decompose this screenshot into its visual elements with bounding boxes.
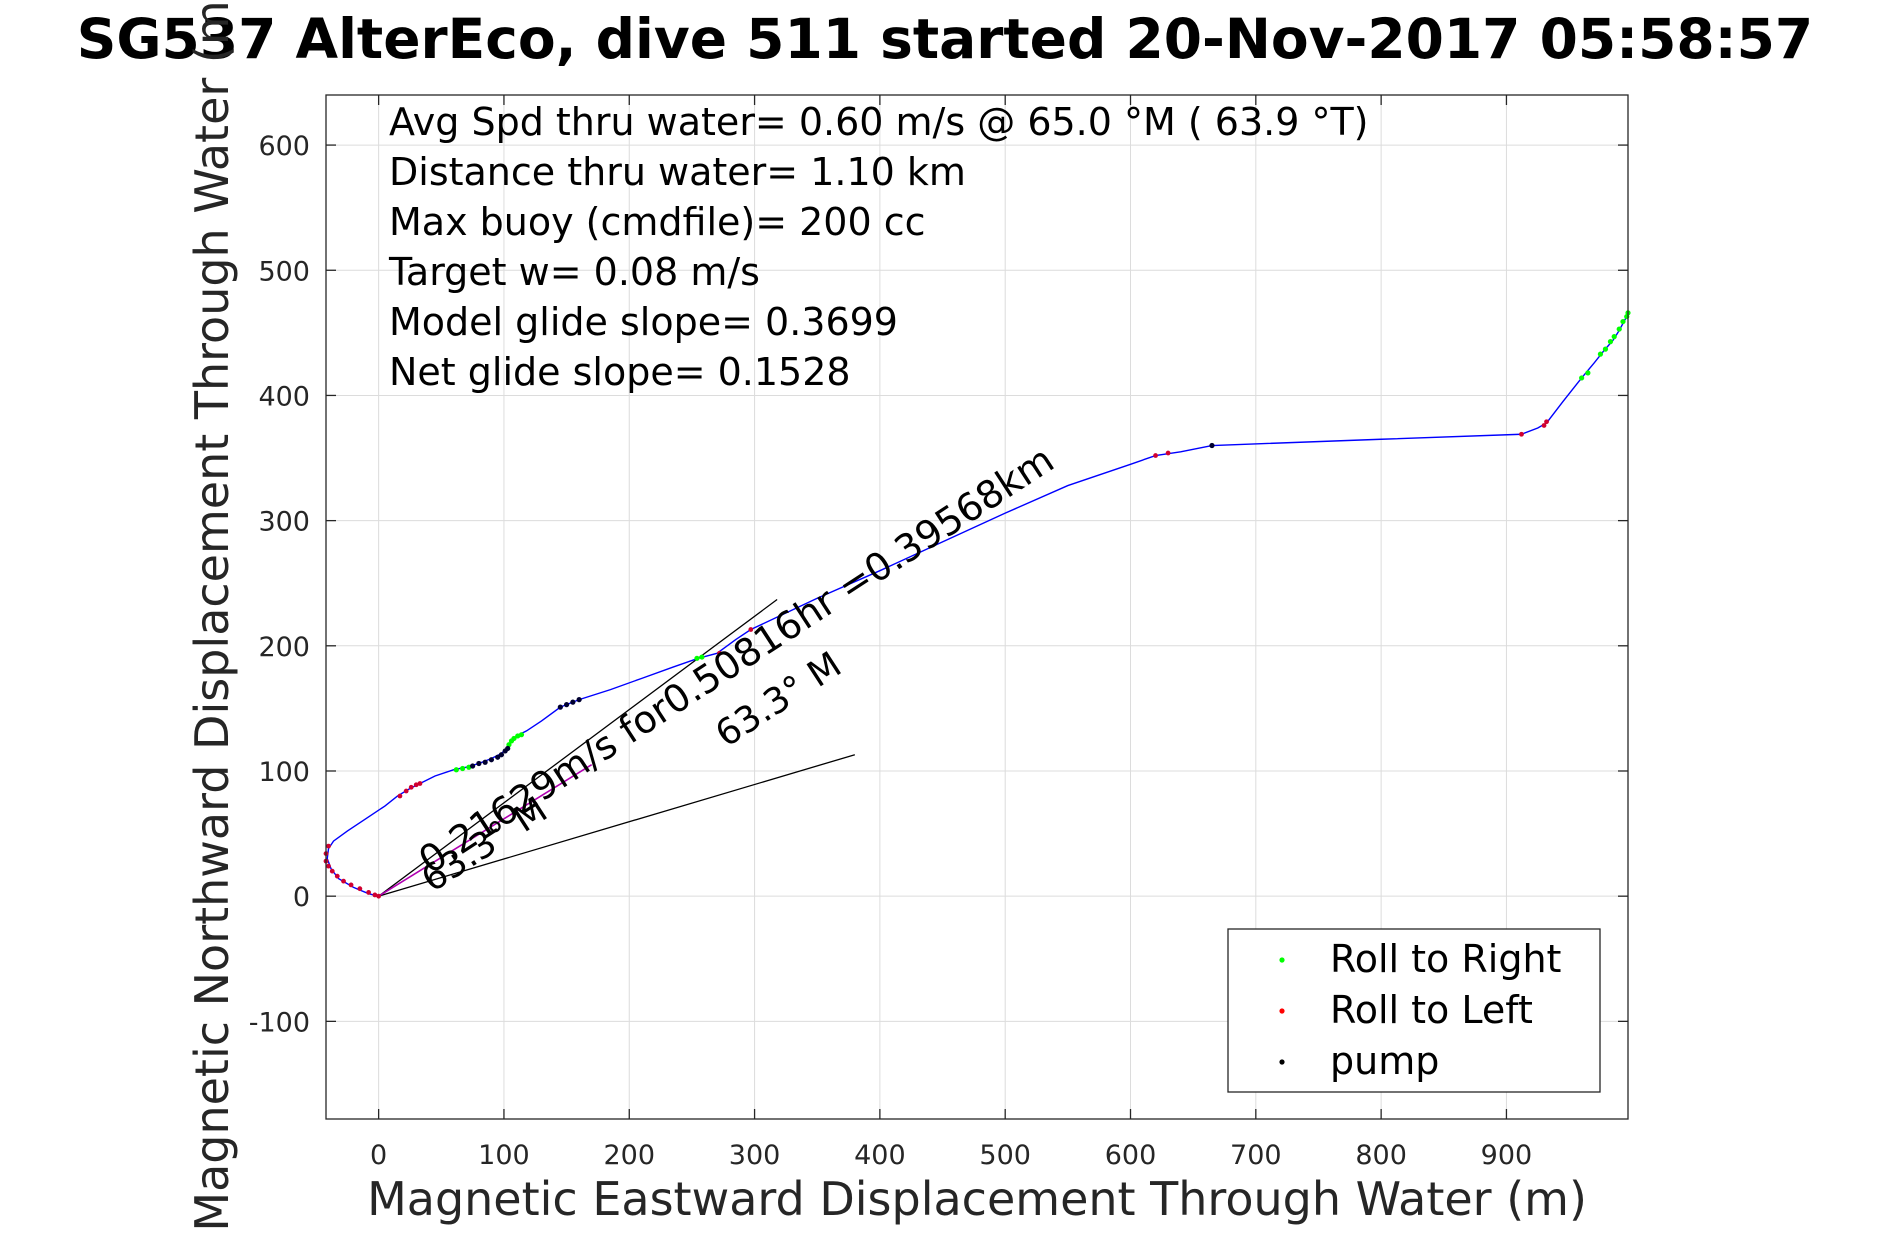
y-axis-ticks: -100 0 100 200 300 400 500 600 bbox=[249, 131, 1628, 1038]
reference-lines bbox=[378, 598, 856, 897]
roll-right-point bbox=[694, 655, 700, 661]
roll-right-point bbox=[1611, 334, 1617, 340]
roll-left-point bbox=[366, 890, 372, 895]
y-tick-label: 300 bbox=[258, 507, 310, 538]
roll-right-point bbox=[1616, 326, 1622, 332]
roll-left-point bbox=[348, 882, 354, 888]
roll-left-point bbox=[748, 627, 754, 632]
roll-right-point bbox=[1602, 346, 1609, 352]
x-tick-label: 100 bbox=[478, 1140, 530, 1171]
legend-marker-roll-right bbox=[1279, 957, 1285, 963]
roll-right-point bbox=[1585, 370, 1591, 376]
roll-left-point bbox=[334, 873, 340, 879]
roll-right-point bbox=[1579, 375, 1585, 381]
x-tick-label: 700 bbox=[1230, 1140, 1282, 1171]
legend-label-roll-right: Roll to Right bbox=[1330, 937, 1561, 981]
roll-left-point bbox=[1153, 453, 1158, 458]
x-tick-label: 400 bbox=[854, 1140, 906, 1171]
roll-left-point bbox=[1541, 423, 1547, 428]
y-tick-label: 0 bbox=[293, 882, 310, 913]
legend-marker-roll-left bbox=[1279, 1008, 1285, 1014]
roll-left-point bbox=[413, 782, 419, 788]
roll-left-point bbox=[326, 863, 331, 869]
chart-title: SG537 AlterEco, dive 511 started 20-Nov-… bbox=[77, 7, 1813, 71]
roll-right-point bbox=[1607, 339, 1614, 345]
info-line: Target w= 0.08 m/s bbox=[388, 250, 760, 294]
roll-right-point bbox=[1597, 351, 1604, 357]
legend-label-pump: pump bbox=[1330, 1039, 1439, 1083]
info-text-block: Avg Spd thru water= 0.60 m/s @ 65.0 °M (… bbox=[388, 100, 1369, 394]
legend-marker-pump bbox=[1279, 1059, 1285, 1065]
legend: Roll to Right Roll to Left pump bbox=[1227, 928, 1601, 1093]
roll-left-point bbox=[717, 650, 722, 656]
plot-frame bbox=[325, 94, 1629, 1120]
y-tick-label: 200 bbox=[258, 632, 310, 663]
roll-right-point bbox=[699, 654, 705, 660]
pump-point bbox=[495, 754, 501, 760]
roll-left-point bbox=[341, 878, 346, 884]
roll-left-point bbox=[326, 843, 331, 849]
current-vector-line bbox=[378, 764, 593, 897]
x-tick-label: 600 bbox=[1105, 1140, 1157, 1171]
pump-point bbox=[488, 757, 495, 763]
roll-right-point bbox=[453, 767, 459, 773]
y-axis-label: Magnetic Northward Displacement Through … bbox=[185, 0, 239, 1232]
pump-point bbox=[505, 745, 511, 752]
roll-right-point bbox=[518, 732, 525, 738]
info-line: Avg Spd thru water= 0.60 m/s @ 65.0 °M (… bbox=[389, 100, 1369, 144]
legend-box bbox=[1227, 928, 1601, 1093]
x-tick-label: 300 bbox=[729, 1140, 781, 1171]
x-axis-ticks: 0 100 200 300 400 500 600 700 800 900 bbox=[370, 95, 1532, 1171]
pump-point bbox=[564, 702, 570, 708]
pump-point bbox=[576, 697, 582, 703]
roll-left-point bbox=[357, 886, 363, 892]
roll-left-point bbox=[1519, 431, 1524, 437]
x-axis-label: Magnetic Eastward Displacement Through W… bbox=[367, 1172, 1587, 1226]
y-tick-label: -100 bbox=[249, 1007, 310, 1038]
pump-point bbox=[482, 759, 488, 765]
x-tick-label: 500 bbox=[979, 1140, 1031, 1171]
info-line: Distance thru water= 1.10 km bbox=[389, 150, 966, 194]
heading-reference-line bbox=[378, 754, 856, 897]
track bbox=[326, 313, 1629, 897]
roll-left-point bbox=[376, 893, 382, 899]
displacement-track-line bbox=[326, 313, 1629, 897]
info-line: Max buoy (cmdfile)= 200 cc bbox=[389, 200, 926, 244]
y-tick-label: 400 bbox=[258, 381, 310, 412]
y-tick-label: 100 bbox=[258, 757, 310, 788]
x-tick-label: 800 bbox=[1355, 1140, 1407, 1171]
pump-point bbox=[470, 763, 476, 769]
pump-point bbox=[570, 699, 576, 705]
y-tick-label: 500 bbox=[258, 256, 310, 287]
roll-left-point bbox=[397, 793, 403, 799]
info-line: Net glide slope= 0.1528 bbox=[389, 350, 851, 394]
x-tick-label: 900 bbox=[1481, 1140, 1533, 1171]
pump-point bbox=[1209, 442, 1215, 449]
roll-left-point bbox=[372, 892, 378, 898]
legend-label-roll-left: Roll to Left bbox=[1330, 988, 1533, 1032]
roll-right-point bbox=[459, 765, 466, 772]
heading-reference-line bbox=[378, 598, 778, 897]
roll-right-point bbox=[511, 735, 517, 742]
roll-left-point bbox=[403, 788, 409, 794]
x-tick-label: 0 bbox=[370, 1140, 387, 1171]
roll-left-point bbox=[329, 868, 335, 874]
roll-right-point bbox=[1620, 318, 1626, 325]
roll-left-point bbox=[1165, 450, 1171, 456]
pump-point bbox=[557, 704, 563, 710]
roll-left-point bbox=[1544, 419, 1549, 425]
y-tick-label: 600 bbox=[258, 131, 310, 162]
info-line: Model glide slope= 0.3699 bbox=[389, 300, 898, 344]
pump-point bbox=[476, 760, 482, 767]
roll-left-point bbox=[408, 784, 414, 790]
pump-point bbox=[498, 752, 505, 758]
x-tick-label: 200 bbox=[603, 1140, 655, 1171]
roll-left-point bbox=[417, 781, 423, 786]
